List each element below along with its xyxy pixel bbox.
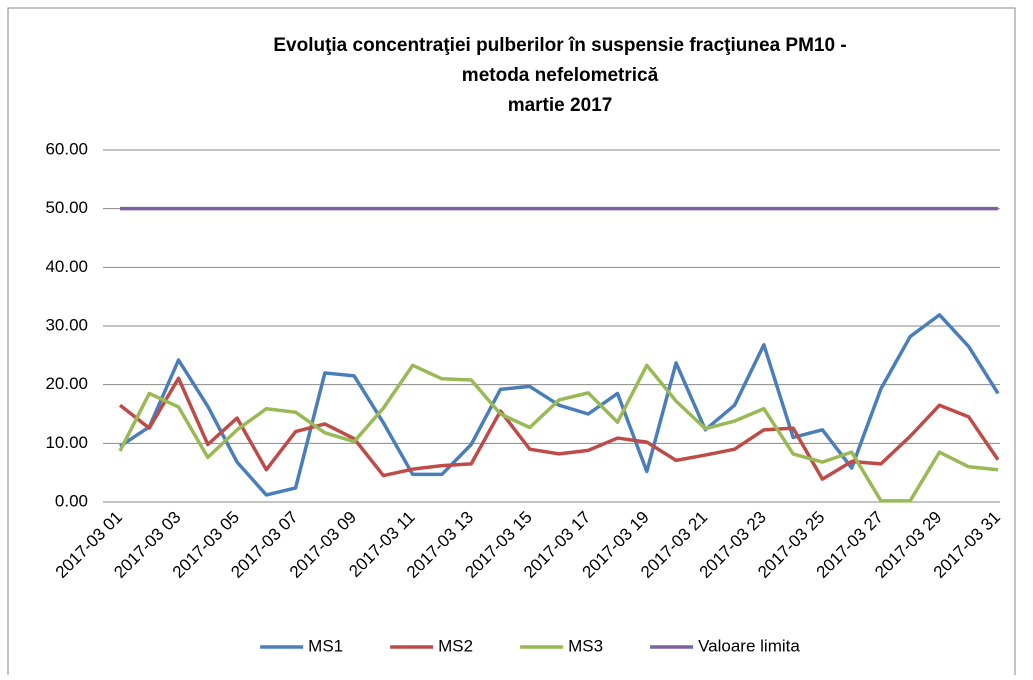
y-tick-label: 50.00 xyxy=(45,198,88,217)
legend-label: MS1 xyxy=(308,636,343,655)
legend-label: MS3 xyxy=(568,636,603,655)
legend-label: MS2 xyxy=(438,636,473,655)
chart-border xyxy=(7,7,1016,680)
y-tick-label: 30.00 xyxy=(45,315,88,334)
y-tick-label: 60.00 xyxy=(45,139,88,158)
chart-title: Evoluţia concentraţiei pulberilor în sus… xyxy=(273,35,846,56)
y-tick-label: 40.00 xyxy=(45,257,88,276)
series-line xyxy=(119,313,1000,497)
series-line xyxy=(118,376,1000,481)
chart-title: metoda nefelometrică xyxy=(462,65,659,86)
y-tick-label: 0.00 xyxy=(55,491,88,510)
chart-title: martie 2017 xyxy=(508,95,613,116)
series-line xyxy=(118,363,999,503)
legend-label: Valoare limita xyxy=(698,636,800,655)
y-tick-label: 10.00 xyxy=(45,433,88,452)
y-tick-label: 20.00 xyxy=(45,374,88,393)
